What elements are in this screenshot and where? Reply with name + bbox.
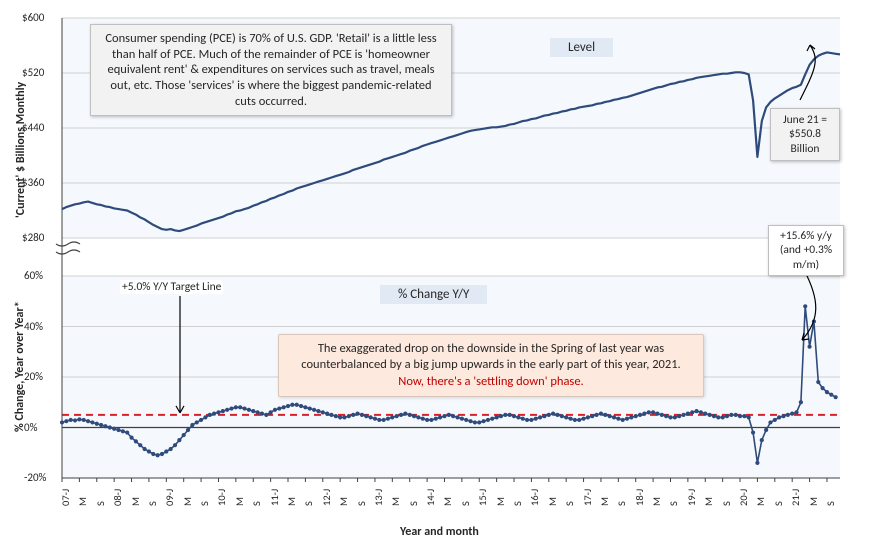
yoy-callout: +15.6% y/y (and +0.3% m/m) bbox=[768, 225, 844, 276]
target-line-label: +5.0% Y/Y Target Line bbox=[120, 280, 223, 294]
pce-explainer-box: Consumer spending (PCE) is 70% of U.S. G… bbox=[90, 24, 452, 116]
june21-callout: June 21 = $550.8 Billion bbox=[770, 108, 840, 161]
x-axis-label: Year and month bbox=[400, 525, 479, 539]
upper-y-label: 'Current' $ Billions Monthly bbox=[14, 82, 28, 218]
change-label: % Change Y/Y bbox=[380, 285, 487, 304]
settling-note: The exaggerated drop on the downside in … bbox=[278, 334, 704, 397]
level-label: Level bbox=[550, 38, 613, 57]
